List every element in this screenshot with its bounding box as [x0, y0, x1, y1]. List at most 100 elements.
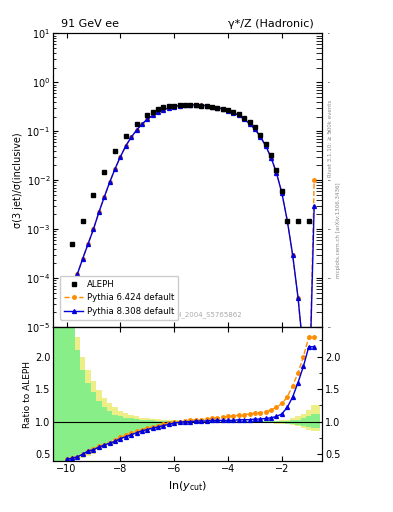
- Pythia 6.424 default: [172, 103, 176, 110]
- Pythia 6.424 default: [129, 134, 134, 140]
- Pythia 6.424 default: [123, 143, 128, 149]
- Pythia 6.424 default: [134, 127, 139, 133]
- Pythia 6.424 default: [177, 102, 182, 109]
- Legend: ALEPH, Pythia 6.424 default, Pythia 8.308 default: ALEPH, Pythia 6.424 default, Pythia 8.30…: [60, 276, 178, 320]
- Pythia 8.308 default: [263, 143, 268, 149]
- ALEPH: [70, 241, 74, 247]
- Pythia 8.308 default: [258, 134, 263, 140]
- Pythia 6.424 default: [86, 241, 90, 247]
- Pythia 6.424 default: [183, 102, 187, 108]
- Pythia 6.424 default: [118, 154, 123, 160]
- Text: γ*/Z (Hadronic): γ*/Z (Hadronic): [228, 19, 314, 29]
- ALEPH: [183, 102, 187, 108]
- Pythia 8.308 default: [253, 126, 257, 132]
- Line: Pythia 6.424 default: Pythia 6.424 default: [65, 103, 316, 412]
- Pythia 6.424 default: [145, 116, 150, 122]
- Pythia 6.424 default: [285, 218, 290, 224]
- Pythia 8.308 default: [274, 170, 279, 176]
- Pythia 8.308 default: [231, 110, 236, 116]
- Pythia 8.308 default: [80, 255, 85, 262]
- Pythia 6.424 default: [274, 170, 279, 176]
- Pythia 8.308 default: [96, 209, 101, 216]
- Pythia 6.424 default: [237, 113, 241, 119]
- ALEPH: [263, 141, 268, 147]
- Pythia 8.308 default: [193, 102, 198, 108]
- Pythia 6.424 default: [64, 301, 69, 307]
- Pythia 8.308 default: [86, 241, 90, 247]
- Pythia 8.308 default: [199, 102, 204, 109]
- Pythia 6.424 default: [199, 102, 204, 109]
- Pythia 6.424 default: [307, 408, 311, 414]
- Pythia 6.424 default: [247, 120, 252, 126]
- Pythia 8.308 default: [209, 103, 214, 110]
- Pythia 8.308 default: [161, 106, 166, 113]
- Pythia 8.308 default: [150, 113, 155, 119]
- Pythia 8.308 default: [296, 294, 300, 301]
- Pythia 6.424 default: [215, 104, 220, 111]
- Pythia 8.308 default: [242, 116, 246, 122]
- Pythia 6.424 default: [188, 102, 193, 108]
- ALEPH: [102, 168, 107, 175]
- ALEPH: [167, 103, 171, 109]
- Y-axis label: σ(3 jet)/σ(inclusive): σ(3 jet)/σ(inclusive): [13, 133, 23, 228]
- ALEPH: [150, 109, 155, 115]
- Pythia 6.424 default: [301, 350, 306, 356]
- Pythia 8.308 default: [237, 113, 241, 119]
- Pythia 6.424 default: [296, 294, 300, 301]
- Pythia 8.308 default: [215, 104, 220, 111]
- Pythia 8.308 default: [91, 226, 96, 232]
- Pythia 6.424 default: [209, 103, 214, 110]
- Pythia 6.424 default: [107, 179, 112, 185]
- Pythia 8.308 default: [204, 102, 209, 109]
- ALEPH: [188, 102, 193, 108]
- Pythia 8.308 default: [156, 109, 160, 115]
- ALEPH: [242, 115, 246, 121]
- Pythia 6.424 default: [91, 226, 96, 232]
- Line: Pythia 8.308 default: Pythia 8.308 default: [64, 103, 316, 412]
- ALEPH: [161, 104, 166, 110]
- Pythia 8.308 default: [247, 120, 252, 126]
- Pythia 8.308 default: [145, 116, 150, 122]
- Pythia 8.308 default: [118, 154, 123, 160]
- Text: 91 GeV ee: 91 GeV ee: [61, 19, 119, 29]
- Text: Rivet 3.1.10; ≥ 500k events: Rivet 3.1.10; ≥ 500k events: [328, 100, 333, 177]
- Pythia 8.308 default: [177, 102, 182, 109]
- Pythia 8.308 default: [102, 194, 107, 200]
- ALEPH: [172, 102, 176, 109]
- Pythia 6.424 default: [279, 190, 284, 196]
- Pythia 6.424 default: [253, 126, 257, 132]
- Pythia 6.424 default: [150, 113, 155, 119]
- ALEPH: [91, 192, 96, 198]
- Pythia 8.308 default: [172, 103, 176, 110]
- ALEPH: [274, 167, 279, 174]
- ALEPH: [134, 121, 139, 127]
- ALEPH: [247, 119, 252, 125]
- Pythia 8.308 default: [64, 301, 69, 307]
- Pythia 6.424 default: [140, 121, 144, 127]
- ALEPH: [258, 132, 263, 138]
- Pythia 6.424 default: [96, 209, 101, 216]
- ALEPH: [177, 102, 182, 109]
- Pythia 6.424 default: [242, 116, 246, 122]
- ALEPH: [279, 188, 284, 194]
- Pythia 8.308 default: [183, 102, 187, 108]
- Pythia 8.308 default: [167, 105, 171, 111]
- Pythia 8.308 default: [129, 134, 134, 140]
- Pythia 8.308 default: [113, 166, 118, 172]
- Pythia 6.424 default: [113, 166, 118, 172]
- ALEPH: [285, 218, 290, 224]
- Pythia 8.308 default: [220, 106, 225, 112]
- ALEPH: [156, 106, 160, 113]
- Pythia 6.424 default: [258, 134, 263, 140]
- Pythia 8.308 default: [307, 408, 311, 414]
- Pythia 6.424 default: [193, 102, 198, 108]
- Pythia 6.424 default: [75, 271, 80, 278]
- ALEPH: [199, 102, 204, 109]
- Pythia 6.424 default: [312, 177, 316, 183]
- ALEPH: [204, 103, 209, 109]
- ALEPH: [209, 103, 214, 110]
- ALEPH: [269, 153, 274, 159]
- ALEPH: [215, 104, 220, 111]
- Pythia 8.308 default: [107, 179, 112, 185]
- Pythia 8.308 default: [312, 203, 316, 209]
